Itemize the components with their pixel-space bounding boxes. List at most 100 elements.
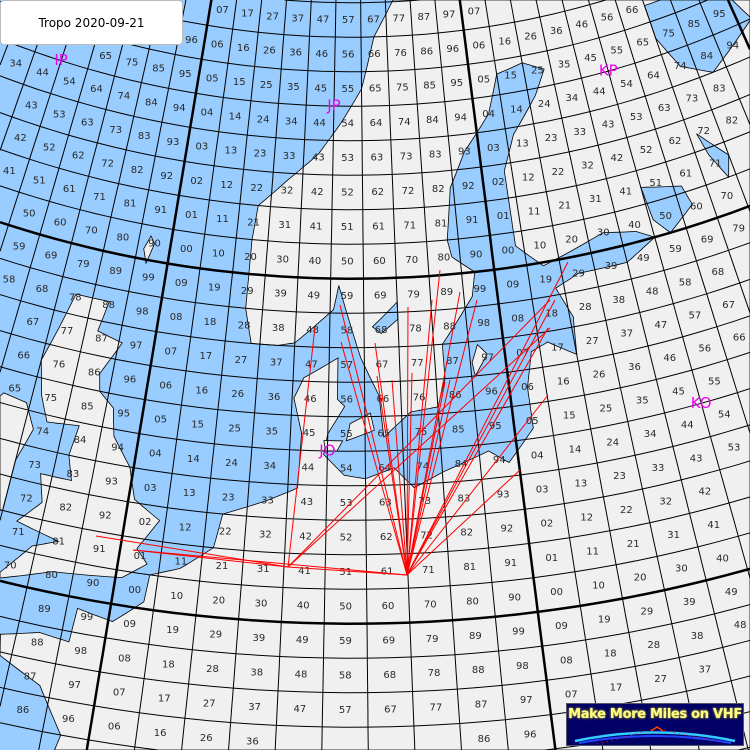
square-label-JO44: 44 — [302, 463, 315, 474]
tropo-path-line — [406, 299, 433, 576]
square-label-KN27: 27 — [654, 674, 667, 685]
square-label-KO45: 45 — [672, 387, 685, 398]
square-label-JO70: 70 — [424, 599, 437, 610]
square-label-KO55: 55 — [708, 377, 721, 388]
square-label-IP80: 80 — [117, 233, 130, 244]
square-label-KO08: 08 — [511, 314, 524, 325]
square-label-KN29: 29 — [641, 606, 654, 617]
square-label-KO12: 12 — [580, 512, 593, 523]
square-label-KP33: 33 — [573, 127, 586, 138]
square-label-KO34: 34 — [644, 429, 657, 440]
square-label-JO05: 05 — [154, 415, 167, 426]
square-label-JN09: 09 — [123, 619, 136, 630]
square-label-JO24: 24 — [225, 458, 238, 469]
square-label-JN58: 58 — [339, 670, 352, 681]
parallel-line — [738, 746, 750, 750]
square-label-IO84: 84 — [74, 435, 87, 446]
square-label-JP56: 56 — [342, 49, 355, 60]
square-label-JN98: 98 — [516, 661, 529, 672]
meridian-line — [0, 0, 135, 521]
tropo-path-line — [406, 327, 549, 576]
square-label-JN38: 38 — [250, 668, 263, 679]
square-label-KP03: 03 — [487, 143, 500, 154]
square-label-KP02: 02 — [492, 177, 505, 188]
square-label-KO69: 69 — [701, 234, 714, 245]
square-label-JO02: 02 — [139, 517, 152, 528]
square-label-JO55: 55 — [340, 429, 353, 440]
square-label-JO81: 81 — [463, 562, 476, 573]
square-label-JO99: 99 — [474, 284, 487, 295]
square-label-IP42: 42 — [14, 133, 27, 144]
square-label-KN48: 48 — [734, 620, 747, 631]
square-label-JO28: 28 — [238, 321, 251, 332]
square-label-KP65: 65 — [636, 38, 649, 49]
map-title: Tropo 2020-09-21 — [38, 15, 145, 30]
square-label-JP96: 96 — [446, 44, 459, 55]
square-label-IP41: 41 — [3, 166, 16, 177]
square-label-JP83: 83 — [429, 150, 442, 161]
square-label-JP67: 67 — [367, 15, 380, 26]
square-label-KP54: 54 — [620, 79, 633, 90]
tropo-path-line — [340, 341, 408, 576]
parallel-line — [0, 18, 750, 107]
square-label-IP82: 82 — [131, 165, 144, 176]
square-label-IP34: 34 — [9, 58, 22, 69]
square-label-KO21: 21 — [627, 539, 640, 550]
square-label-JP07: 07 — [216, 5, 229, 16]
tropo-path-line — [376, 375, 408, 576]
square-label-JO90: 90 — [508, 592, 521, 603]
square-label-JN17: 17 — [158, 694, 171, 705]
square-label-JP22: 22 — [250, 183, 263, 194]
square-label-JO42: 42 — [299, 532, 312, 543]
square-label-KO15: 15 — [563, 410, 576, 421]
square-label-JP57: 57 — [342, 15, 355, 26]
square-label-KO30: 30 — [675, 564, 688, 575]
square-label-KP61: 61 — [679, 169, 692, 180]
square-label-JN16: 16 — [154, 728, 167, 739]
square-label-JO08: 08 — [170, 312, 183, 323]
square-label-JO96: 96 — [485, 387, 498, 398]
square-label-KO25: 25 — [600, 404, 613, 415]
square-label-KP72: 72 — [697, 126, 710, 137]
square-label-KP45: 45 — [584, 53, 597, 64]
square-label-IO75: 75 — [44, 393, 57, 404]
square-label-JO00: 00 — [128, 585, 141, 596]
square-label-KO02: 02 — [541, 519, 554, 530]
parallel-line — [0, 315, 750, 383]
parallel-line — [0, 604, 750, 659]
square-label-KP42: 42 — [611, 153, 624, 164]
tropo-paths — [95, 261, 569, 576]
square-label-JP70: 70 — [405, 255, 418, 266]
square-label-JO14: 14 — [187, 454, 200, 465]
tropo-path-line — [406, 379, 451, 576]
square-label-IO88: 88 — [102, 300, 115, 311]
square-label-JO75: 75 — [415, 427, 428, 438]
square-label-JO77: 77 — [411, 358, 424, 369]
square-label-IO69: 69 — [45, 251, 58, 262]
square-label-JO69: 69 — [374, 291, 387, 302]
field-label-KP: KP — [599, 62, 618, 80]
square-label-JO25: 25 — [228, 424, 241, 435]
square-label-IP61: 61 — [63, 184, 76, 195]
square-label-JN68: 68 — [383, 670, 396, 681]
square-label-JO22: 22 — [219, 527, 232, 538]
square-label-KO28: 28 — [579, 302, 592, 313]
square-label-IP96: 96 — [185, 35, 198, 46]
square-label-JP54: 54 — [341, 118, 354, 129]
square-label-JO98: 98 — [477, 318, 490, 329]
square-label-KO47: 47 — [655, 320, 668, 331]
square-label-KP31: 31 — [589, 194, 602, 205]
square-label-JP90: 90 — [470, 250, 483, 261]
square-label-KN28: 28 — [647, 640, 660, 651]
square-label-JO87: 87 — [446, 356, 459, 367]
square-label-JP43: 43 — [312, 152, 325, 163]
square-label-KP85: 85 — [688, 19, 701, 30]
square-label-KP51: 51 — [649, 178, 662, 189]
square-label-IO99: 99 — [142, 273, 155, 284]
meridian-line — [274, 0, 312, 750]
square-label-JO92: 92 — [501, 524, 514, 535]
tropo-path-line — [287, 327, 551, 568]
square-label-KO31: 31 — [667, 530, 680, 541]
square-label-IP71: 71 — [93, 192, 106, 203]
